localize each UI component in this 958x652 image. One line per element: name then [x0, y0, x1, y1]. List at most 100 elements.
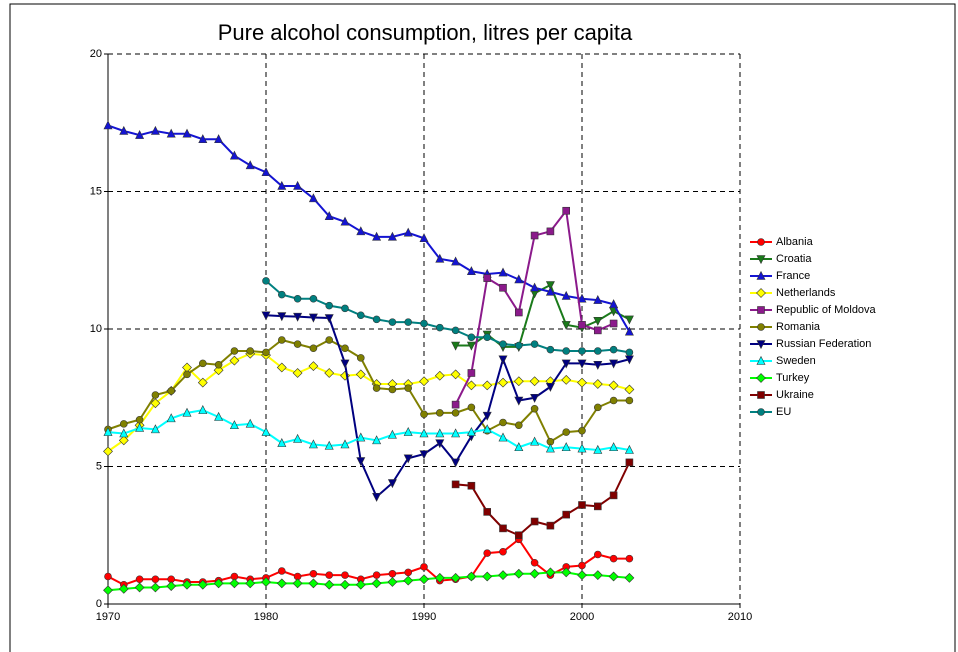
point	[467, 369, 476, 377]
point	[246, 347, 254, 355]
point	[419, 450, 429, 460]
point	[419, 376, 429, 387]
point	[261, 311, 271, 321]
point	[403, 227, 413, 237]
point	[277, 290, 286, 299]
point	[530, 558, 539, 567]
point	[292, 578, 303, 589]
point	[213, 578, 224, 589]
legend-marker	[757, 238, 765, 246]
point	[482, 380, 493, 391]
point	[103, 585, 113, 596]
point	[482, 411, 492, 421]
point	[166, 413, 176, 423]
point	[118, 435, 129, 446]
point	[419, 574, 429, 585]
series-line	[107, 352, 630, 453]
point	[420, 410, 428, 419]
point	[545, 281, 555, 291]
point	[387, 429, 397, 439]
point	[530, 393, 540, 403]
point	[356, 226, 366, 236]
point	[245, 578, 256, 589]
x-tick-label: 1980	[254, 611, 278, 623]
point	[466, 341, 476, 351]
legend-label: Albania	[776, 236, 814, 248]
y-tick-label: 0	[96, 598, 102, 610]
point	[466, 571, 477, 582]
point	[309, 344, 318, 353]
point	[514, 421, 523, 430]
series-line	[107, 338, 630, 444]
point	[578, 347, 586, 355]
point	[324, 368, 335, 378]
point	[134, 582, 145, 593]
point	[609, 345, 618, 354]
point	[625, 554, 634, 563]
point	[308, 578, 319, 589]
point	[451, 256, 461, 266]
point	[404, 568, 413, 577]
point	[103, 446, 113, 457]
point	[135, 129, 145, 139]
point	[545, 382, 555, 392]
point	[340, 579, 350, 590]
point	[293, 433, 303, 443]
point	[609, 319, 618, 328]
point	[545, 286, 555, 296]
legend-marker	[757, 323, 765, 331]
point	[483, 333, 492, 342]
point	[324, 211, 334, 221]
point	[150, 424, 160, 434]
point	[387, 231, 397, 241]
point	[387, 479, 397, 489]
series-line	[107, 124, 631, 333]
point	[166, 581, 177, 592]
point	[451, 341, 461, 351]
point	[561, 359, 571, 369]
point	[562, 347, 571, 355]
point	[308, 361, 319, 372]
legend-marker	[756, 255, 766, 265]
point	[277, 437, 287, 447]
point	[167, 387, 175, 395]
point	[561, 290, 571, 300]
point	[483, 549, 492, 557]
point	[466, 426, 476, 436]
point	[135, 415, 144, 424]
y-tick-label: 5	[96, 460, 102, 472]
point	[609, 491, 618, 500]
legend-label: Netherlands	[776, 287, 836, 299]
point	[467, 481, 476, 490]
point	[499, 340, 507, 348]
point	[578, 426, 586, 435]
point	[261, 426, 271, 436]
point	[530, 231, 539, 240]
point	[609, 554, 618, 563]
point	[561, 321, 571, 331]
point	[135, 575, 144, 584]
point	[499, 418, 507, 427]
point	[435, 428, 445, 438]
point	[483, 274, 492, 282]
point	[324, 314, 334, 324]
point	[103, 120, 113, 130]
point	[103, 426, 113, 436]
point	[498, 432, 508, 442]
point	[482, 424, 492, 434]
x-tick-label: 2010	[728, 611, 752, 623]
point	[150, 582, 161, 593]
point	[324, 579, 335, 590]
point	[293, 294, 302, 303]
point	[593, 360, 603, 370]
point	[420, 319, 428, 328]
point	[214, 134, 224, 144]
point	[229, 420, 239, 430]
point	[230, 347, 239, 355]
x-tick-label: 1970	[96, 611, 120, 623]
point	[530, 404, 539, 413]
point	[372, 384, 381, 392]
point	[199, 359, 207, 368]
point	[197, 377, 208, 388]
point	[404, 318, 413, 326]
